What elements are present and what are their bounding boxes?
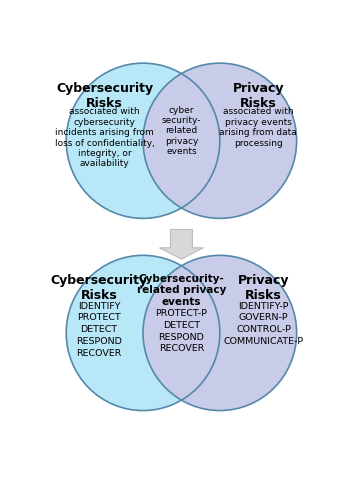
Text: Cybersecurity-
related privacy
events: Cybersecurity- related privacy events — [137, 274, 226, 307]
Text: IDENTIFY: IDENTIFY — [78, 301, 120, 311]
Ellipse shape — [143, 63, 297, 218]
Text: associated with
privacy events
arising from data
processing: associated with privacy events arising f… — [219, 108, 297, 148]
Text: CONTROL-P: CONTROL-P — [236, 325, 291, 334]
Ellipse shape — [143, 255, 297, 410]
Text: Privacy
Risks: Privacy Risks — [238, 274, 290, 302]
Text: GOVERN-P: GOVERN-P — [239, 313, 289, 323]
Text: cyber
security-
related
privacy
events: cyber security- related privacy events — [162, 106, 201, 156]
Text: IDENTIFY-P: IDENTIFY-P — [239, 301, 289, 311]
Polygon shape — [159, 229, 203, 259]
Ellipse shape — [66, 255, 220, 410]
Text: PROTECT: PROTECT — [77, 313, 121, 323]
Text: DETECT: DETECT — [81, 325, 118, 334]
Text: COMMUNICATE-P: COMMUNICATE-P — [224, 337, 304, 346]
Ellipse shape — [66, 63, 220, 218]
Text: associated with
cybersecurity
incidents arising from
loss of confidentiality,
in: associated with cybersecurity incidents … — [55, 108, 155, 168]
Text: Cybersecurity
Risks: Cybersecurity Risks — [51, 274, 148, 302]
Text: PROTECT-P: PROTECT-P — [155, 309, 207, 318]
Text: Privacy
Risks: Privacy Risks — [233, 82, 284, 109]
Text: RECOVER: RECOVER — [159, 345, 204, 353]
Text: RESPOND: RESPOND — [76, 337, 122, 346]
Text: RESPOND: RESPOND — [159, 333, 204, 342]
Text: DETECT: DETECT — [163, 321, 200, 330]
Text: Cybersecurity
Risks: Cybersecurity Risks — [56, 82, 153, 109]
Text: RECOVER: RECOVER — [76, 349, 122, 358]
